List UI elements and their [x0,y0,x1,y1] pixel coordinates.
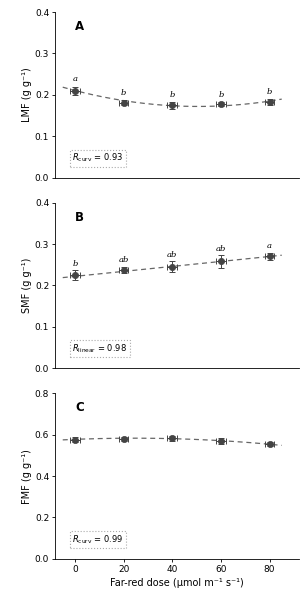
Text: C: C [75,401,84,415]
Text: ab: ab [167,251,177,260]
Text: ab: ab [216,245,226,253]
Text: b: b [72,260,78,267]
Text: b: b [218,91,224,99]
Text: a: a [267,242,272,250]
Y-axis label: FMF (g g⁻¹): FMF (g g⁻¹) [22,448,32,504]
X-axis label: Far-red dose (μmol m⁻¹ s⁻¹): Far-red dose (μmol m⁻¹ s⁻¹) [110,578,244,588]
Text: b: b [267,88,272,96]
Text: $R_{\mathrm{curv}}$ = 0.93: $R_{\mathrm{curv}}$ = 0.93 [72,152,124,165]
Text: $R_{\mathrm{linear}}$ = 0.98: $R_{\mathrm{linear}}$ = 0.98 [72,343,128,355]
Y-axis label: SMF (g g⁻¹): SMF (g g⁻¹) [22,258,32,313]
Text: b: b [169,91,175,99]
Y-axis label: LMF (g g⁻¹): LMF (g g⁻¹) [22,67,32,122]
Text: ab: ab [118,256,129,264]
Text: $R_{\mathrm{curv}}$ = 0.99: $R_{\mathrm{curv}}$ = 0.99 [72,533,124,546]
Text: a: a [72,75,77,84]
Text: B: B [75,211,84,224]
Text: A: A [75,20,84,33]
Text: b: b [121,89,126,97]
